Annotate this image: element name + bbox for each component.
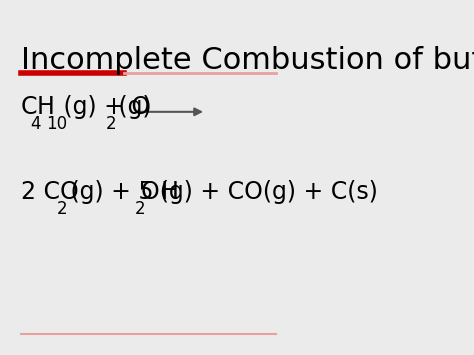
Text: 2: 2 bbox=[57, 200, 67, 218]
Text: Incomplete Combustion of butane: Incomplete Combustion of butane bbox=[21, 46, 474, 75]
Text: 2 CO: 2 CO bbox=[21, 180, 79, 204]
Text: H: H bbox=[36, 94, 55, 119]
Text: (g) + O: (g) + O bbox=[56, 94, 150, 119]
Text: 2: 2 bbox=[106, 115, 117, 132]
FancyArrowPatch shape bbox=[139, 109, 201, 115]
Text: (g) + 5 H: (g) + 5 H bbox=[63, 180, 179, 204]
Text: O(g) + CO(g) + C(s): O(g) + CO(g) + C(s) bbox=[141, 180, 378, 204]
Text: 2: 2 bbox=[135, 200, 146, 218]
Text: C: C bbox=[21, 94, 37, 119]
Text: (g): (g) bbox=[111, 94, 152, 119]
Text: 4: 4 bbox=[30, 115, 40, 132]
Text: 10: 10 bbox=[46, 115, 68, 132]
